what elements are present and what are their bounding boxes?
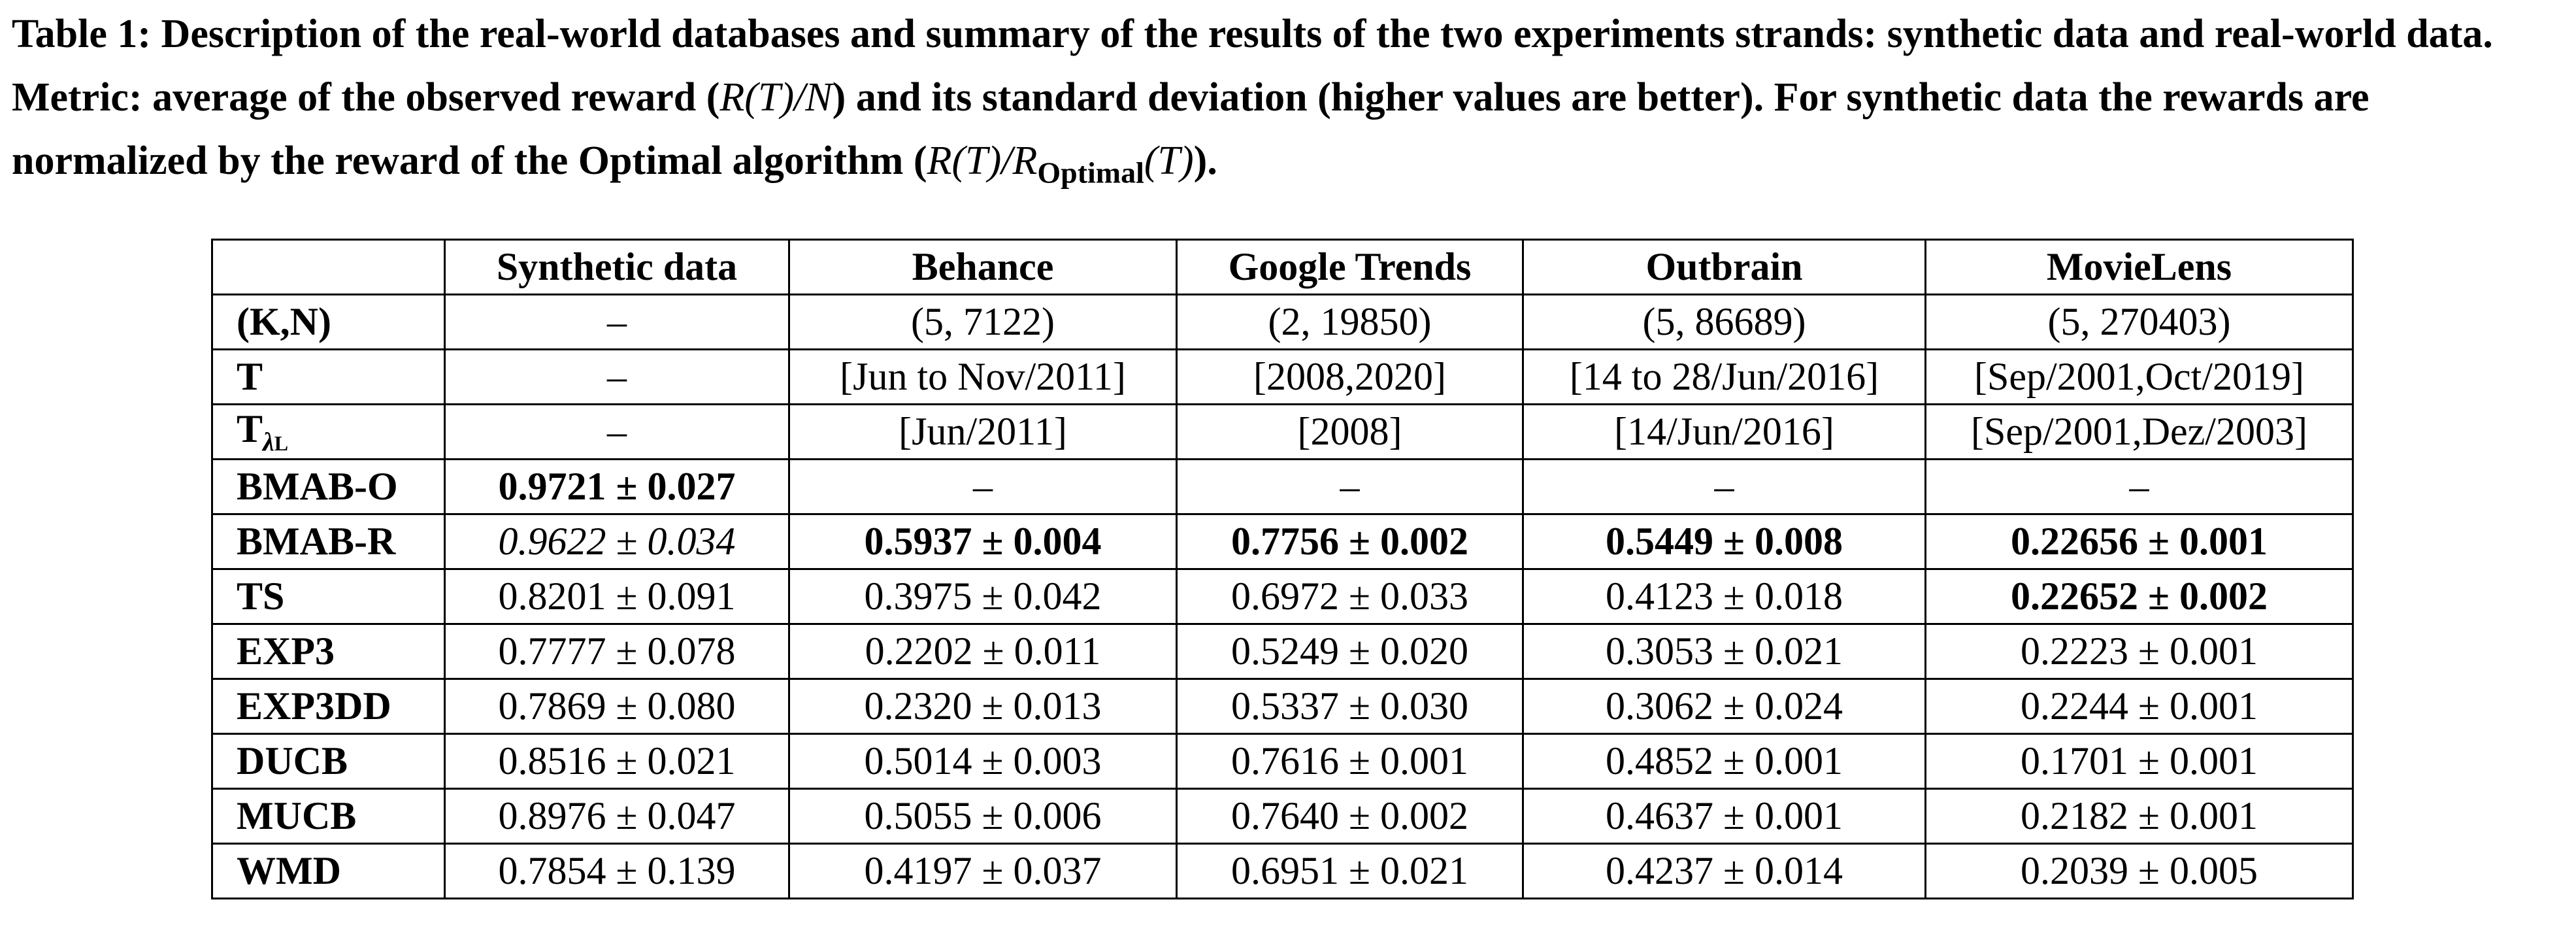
table-cell: 0.9721 ± 0.027 [444,458,790,515]
table-row: EXP3 0.7777 ± 0.078 0.2202 ± 0.011 0.524… [211,623,2354,680]
caption-text-2: ) and its standard deviation (higher val… [12,75,2370,183]
caption-math-2-sub: Optimal [1037,156,1144,190]
table-row: T – [Jun to Nov/2011] [2008,2020] [14 to… [211,348,2354,405]
header-movielens: MovieLens [1924,239,2354,295]
table-cell: 0.3062 ± 0.024 [1522,678,1926,735]
caption-text-1: Description of the real-world databases … [12,12,2493,120]
table-cell: [Jun to Nov/2011] [788,348,1178,405]
row-label-exp3: EXP3 [211,623,446,680]
row-label-ducb: DUCB [211,733,446,790]
table-cell: [2008] [1176,403,1524,460]
row-label-t: T [211,348,446,405]
table-cell: 0.4852 ± 0.001 [1522,733,1926,790]
row-label-bmab-o: BMAB-O [211,458,446,515]
table-cell: (5, 7122) [788,294,1178,350]
table-cell: – [444,294,790,350]
table-cell: 0.6951 ± 0.021 [1176,843,1524,899]
table-cell: 0.2223 ± 0.001 [1924,623,2354,680]
table-cell: 0.6972 ± 0.033 [1176,568,1524,625]
header-outbrain: Outbrain [1522,239,1926,295]
table-cell: [Jun/2011] [788,403,1178,460]
row-label-t-lambda-sub: λL [263,427,288,456]
caption-math-2: R(T)/ROptimal(T) [927,139,1194,188]
lambda-subscript: L [274,431,289,455]
results-table: Synthetic data Behance Google Trends Out… [211,239,2354,899]
row-label-bmab-r: BMAB-R [211,513,446,570]
row-label-exp3dd: EXP3DD [211,678,446,735]
table-row: BMAB-O 0.9721 ± 0.027 – – – – [211,458,2354,515]
table-row: MUCB 0.8976 ± 0.047 0.5055 ± 0.006 0.764… [211,788,2354,845]
table-cell: – [1924,458,2354,515]
table-cell: 0.7640 ± 0.002 [1176,788,1524,845]
table-cell: 0.5337 ± 0.030 [1176,678,1524,735]
table-row: BMAB-R 0.9622 ± 0.034 0.5937 ± 0.004 0.7… [211,513,2354,570]
row-label-ts: TS [211,568,446,625]
table-cell: (5, 270403) [1924,294,2354,350]
table-cell: 0.22656 ± 0.001 [1924,513,2354,570]
caption-label: Table 1: [12,12,152,56]
table-cell: 0.5937 ± 0.004 [788,513,1178,570]
caption-text-3: ). [1193,139,1217,183]
caption-math-2-num: R(T)/R [927,139,1038,183]
table-cell: – [444,403,790,460]
table-cell: – [444,348,790,405]
table-row: DUCB 0.8516 ± 0.021 0.5014 ± 0.003 0.761… [211,733,2354,790]
table-row: TS 0.8201 ± 0.091 0.3975 ± 0.042 0.6972 … [211,568,2354,625]
table-cell: 0.4637 ± 0.001 [1522,788,1926,845]
row-label-wmd: WMD [211,843,446,899]
row-label-t-lambda-base: T [237,407,263,450]
table-cell: 0.2039 ± 0.005 [1924,843,2354,899]
table-row: EXP3DD 0.7869 ± 0.080 0.2320 ± 0.013 0.5… [211,678,2354,735]
row-label-t-lambda: TλL [211,403,446,460]
table-cell: 0.5055 ± 0.006 [788,788,1178,845]
header-corner [211,239,446,295]
table-cell: 0.2202 ± 0.011 [788,623,1178,680]
table-cell: [2008,2020] [1176,348,1524,405]
table-cell: 0.2244 ± 0.001 [1924,678,2354,735]
table-cell: 0.4197 ± 0.037 [788,843,1178,899]
lambda-symbol: λ [263,427,274,456]
table-cell: 0.7869 ± 0.080 [444,678,790,735]
table-cell: 0.7756 ± 0.002 [1176,513,1524,570]
table-cell: 0.3975 ± 0.042 [788,568,1178,625]
table-cell: 0.4123 ± 0.018 [1522,568,1926,625]
caption-math-1: R(T)/N [719,75,833,120]
table-cell: – [788,458,1178,515]
table-cell: [14/Jun/2016] [1522,403,1926,460]
table-header-row: Synthetic data Behance Google Trends Out… [211,239,2354,295]
table-cell: 0.8516 ± 0.021 [444,733,790,790]
table-cell: [Sep/2001,Dez/2003] [1924,403,2354,460]
table-cell: (5, 86689) [1522,294,1926,350]
table-cell: 0.5249 ± 0.020 [1176,623,1524,680]
table-cell: [Sep/2001,Oct/2019] [1924,348,2354,405]
table-cell: – [1176,458,1524,515]
table-cell: 0.4237 ± 0.014 [1522,843,1926,899]
table-caption: Table 1: Description of the real-world d… [12,3,2567,193]
table-cell: 0.2182 ± 0.001 [1924,788,2354,845]
table-cell: 0.5014 ± 0.003 [788,733,1178,790]
row-label-kn: (K,N) [211,294,446,350]
table-cell: – [1522,458,1926,515]
table-cell: (2, 19850) [1176,294,1524,350]
caption-math-2-tail: (T) [1144,139,1194,183]
table-cell: 0.8976 ± 0.047 [444,788,790,845]
header-synthetic-data: Synthetic data [444,239,790,295]
table-cell: 0.7854 ± 0.139 [444,843,790,899]
header-google-trends: Google Trends [1176,239,1524,295]
table-cell: 0.5449 ± 0.008 [1522,513,1926,570]
row-label-mucb: MUCB [211,788,446,845]
table-cell: 0.1701 ± 0.001 [1924,733,2354,790]
table-row: WMD 0.7854 ± 0.139 0.4197 ± 0.037 0.6951… [211,843,2354,899]
table-cell: 0.8201 ± 0.091 [444,568,790,625]
table-cell: 0.3053 ± 0.021 [1522,623,1926,680]
table-cell: 0.22652 ± 0.002 [1924,568,2354,625]
table-row: (K,N) – (5, 7122) (2, 19850) (5, 86689) … [211,294,2354,350]
table-cell: 0.7616 ± 0.001 [1176,733,1524,790]
table-cell: 0.9622 ± 0.034 [444,513,790,570]
table-cell: 0.2320 ± 0.013 [788,678,1178,735]
table-cell: [14 to 28/Jun/2016] [1522,348,1926,405]
table-row: TλL – [Jun/2011] [2008] [14/Jun/2016] [S… [211,403,2354,460]
table-cell: 0.7777 ± 0.078 [444,623,790,680]
header-behance: Behance [788,239,1178,295]
